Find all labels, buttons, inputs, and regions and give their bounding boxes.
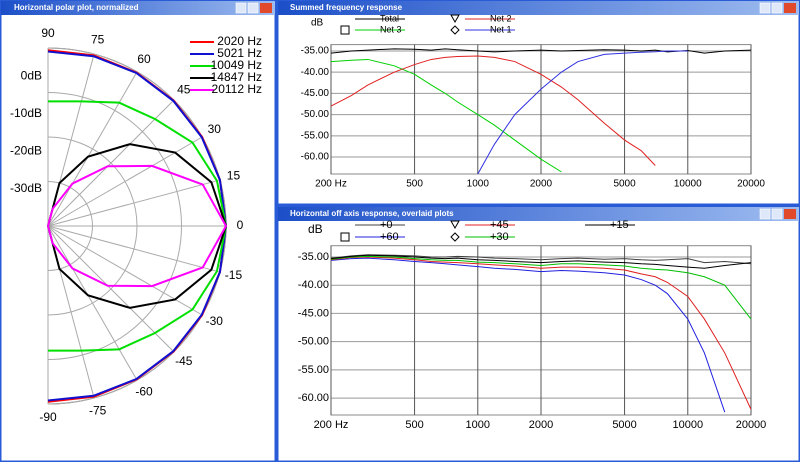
legend-marker (450, 220, 460, 230)
x-tick-label: 200 Hz (315, 179, 347, 190)
legend-marker (450, 25, 460, 35)
y-tick-label: -55.00 (298, 364, 329, 376)
angle-tick-label: 60 (137, 52, 151, 66)
x-tick-label: 1000 (466, 419, 490, 431)
response-curve (331, 254, 751, 265)
response-curve (331, 55, 656, 166)
maximize-button[interactable] (771, 2, 783, 14)
angle-tick-label: 90 (41, 26, 55, 40)
close-button[interactable] (784, 209, 796, 219)
legend-marker (340, 25, 350, 35)
response-curve (331, 254, 751, 269)
angle-tick-label: 30 (208, 122, 222, 136)
y-tick-label: -40.00 (301, 67, 330, 78)
angle-tick-label: 15 (227, 168, 241, 182)
y-axis-label: dB (308, 222, 323, 236)
response-curve (331, 58, 562, 173)
polar-spoke (47, 225, 221, 273)
legend-label: +15 (610, 219, 629, 231)
legend-label: Net 2 (490, 13, 512, 23)
y-tick-label: -60.00 (301, 152, 330, 163)
angle-tick-label: -60 (135, 384, 153, 398)
angle-tick-label: -15 (225, 268, 243, 282)
title-bar[interactable] (278, 207, 799, 221)
maximize-button[interactable] (771, 208, 783, 220)
polar-spoke (47, 136, 203, 227)
window-title: Summed frequency response (290, 3, 403, 12)
x-tick-label: 1000 (467, 179, 490, 190)
angle-tick-label: 45 (177, 82, 191, 96)
polar-curve (47, 164, 228, 288)
y-tick-label: -50.00 (301, 109, 330, 120)
x-tick-label: 500 (406, 179, 423, 190)
r-tick-label: -10dB (10, 106, 42, 120)
legend-marker (340, 232, 350, 242)
angle-tick-label: -45 (175, 354, 193, 368)
x-tick-label: 2000 (529, 419, 553, 431)
legend-label: 14847 Hz (211, 70, 262, 84)
y-tick-label: -45.00 (301, 88, 330, 99)
polar-spoke (47, 179, 221, 227)
window-title: Horizontal polar plot, normalized (14, 3, 139, 12)
x-tick-label: 2000 (530, 179, 553, 190)
legend-label: +60 (380, 231, 399, 243)
legend-marker (450, 232, 460, 242)
y-axis-label: dB (311, 18, 324, 29)
x-tick-label: 20000 (737, 179, 765, 190)
legend-label: 2020 Hz (217, 34, 262, 48)
close-button[interactable] (784, 3, 796, 13)
r-tick-label: -20dB (10, 143, 42, 157)
x-tick-label: 5000 (613, 179, 636, 190)
y-tick-label: -60.00 (298, 392, 329, 404)
close-button[interactable] (260, 3, 272, 13)
response-curve (477, 50, 688, 174)
polar-spoke (47, 225, 138, 381)
y-tick-label: -35.00 (301, 46, 330, 57)
y-tick-label: -35.00 (298, 251, 329, 263)
angle-tick-label: -30 (206, 314, 224, 328)
legend-label: +30 (490, 231, 509, 243)
x-tick-label: 500 (405, 419, 423, 431)
polar-spoke (47, 71, 138, 227)
minimize-button[interactable] (759, 208, 771, 220)
r-tick-label: -30dB (10, 181, 42, 195)
minimize-button[interactable] (235, 2, 247, 14)
polar-spoke (47, 225, 203, 316)
legend-label: Net 3 (380, 24, 402, 34)
minimize-button[interactable] (759, 2, 771, 14)
r-tick-label: 0dB (21, 69, 42, 83)
legend-label: 10049 Hz (211, 58, 262, 72)
title-bar[interactable] (278, 1, 799, 15)
angle-tick-label: -90 (39, 410, 57, 424)
legend-label: 5021 Hz (217, 46, 262, 60)
x-tick-label: 5000 (612, 419, 636, 431)
response-curve (331, 256, 751, 410)
angle-tick-label: -75 (89, 404, 107, 418)
y-tick-label: -40.00 (298, 279, 329, 291)
y-tick-label: -55.00 (301, 130, 330, 141)
y-tick-label: -50.00 (298, 336, 329, 348)
x-tick-label: 20000 (736, 419, 767, 431)
window-title: Horizontal off axis response, overlaid p… (290, 209, 454, 218)
x-tick-label: 10000 (672, 419, 703, 431)
legend-label: 20112 Hz (212, 82, 262, 96)
x-tick-label: 200 Hz (314, 419, 349, 431)
legend-label: +0 (380, 219, 393, 231)
angle-tick-label: 75 (91, 33, 105, 47)
legend-label: Total (380, 13, 399, 23)
y-tick-label: -45.00 (298, 307, 329, 319)
angle-tick-label: 0 (237, 218, 244, 232)
legend-label: +45 (490, 219, 509, 231)
polar-spoke (47, 99, 175, 227)
legend-label: Net 1 (490, 24, 512, 34)
response-curve (331, 257, 726, 413)
maximize-button[interactable] (247, 2, 259, 14)
polar-spoke (47, 225, 175, 353)
title-bar[interactable] (1, 1, 275, 15)
legend-marker (450, 14, 460, 24)
response-curve (331, 255, 751, 320)
x-tick-label: 10000 (674, 179, 702, 190)
